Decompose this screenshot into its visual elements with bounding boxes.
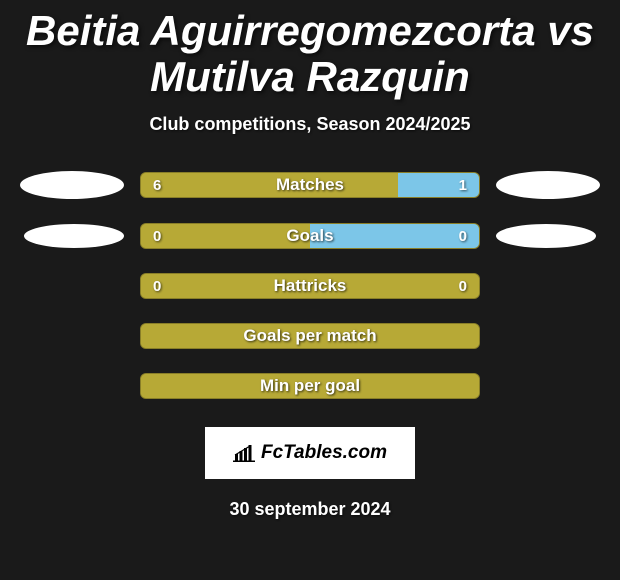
stat-row: 6 1 Matches (0, 171, 620, 199)
right-value: 1 (459, 177, 467, 194)
right-marker (496, 224, 596, 248)
stat-bar: Goals per match (140, 323, 480, 349)
right-value: 0 (459, 278, 467, 295)
subtitle: Club competitions, Season 2024/2025 (0, 114, 620, 135)
logo-text: FcTables.com (261, 442, 387, 464)
page-title: Beitia Aguirregomezcorta vs Mutilva Razq… (0, 0, 620, 100)
stat-label: Hattricks (274, 276, 347, 296)
stat-label: Goals (286, 226, 333, 246)
right-value: 0 (459, 228, 467, 245)
stat-row: 0 0 Hattricks (0, 273, 620, 299)
stat-bar: 6 1 Matches (140, 172, 480, 198)
stat-label: Goals per match (243, 326, 376, 346)
right-marker (496, 171, 600, 199)
stat-bar: 0 0 Hattricks (140, 273, 480, 299)
left-marker (24, 224, 124, 248)
left-value: 0 (153, 228, 161, 245)
logo-box: FcTables.com (205, 427, 415, 479)
left-marker (20, 171, 124, 199)
date-text: 30 september 2024 (0, 499, 620, 520)
stat-bar: Min per goal (140, 373, 480, 399)
stat-label: Matches (276, 175, 344, 195)
left-value: 6 (153, 177, 161, 194)
stat-bar: 0 0 Goals (140, 223, 480, 249)
chart-icon (233, 444, 255, 462)
stat-label: Min per goal (260, 376, 360, 396)
stats-rows: 6 1 Matches 0 0 Goals 0 0 Hattricks Goals per mat… (0, 171, 620, 399)
stat-row: 0 0 Goals (0, 223, 620, 249)
left-value: 0 (153, 278, 161, 295)
stat-row: Min per goal (0, 373, 620, 399)
stat-row: Goals per match (0, 323, 620, 349)
